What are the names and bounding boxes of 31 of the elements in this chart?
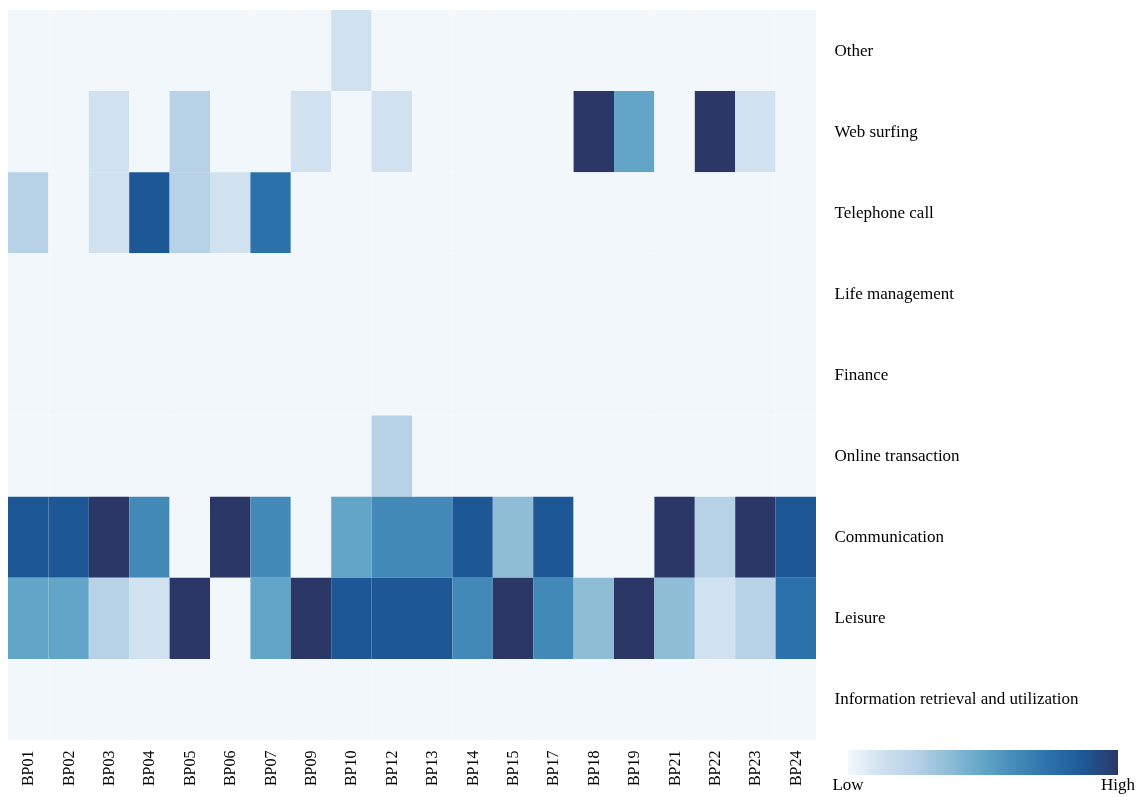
color-bar-label: Low: [832, 775, 865, 794]
y-tick-label: Information retrieval and utilization: [834, 689, 1080, 709]
x-tick-label: BP01: [19, 750, 37, 787]
x-tick-label: BP19: [625, 750, 643, 787]
x-tick-label: BP02: [59, 750, 77, 787]
x-tick-label: BP03: [100, 750, 117, 787]
x-tick-label: BP18: [584, 750, 602, 787]
x-tick-label: BP24: [786, 750, 804, 787]
y-tick-label: Other: [834, 40, 874, 60]
y-tick-label: Life management: [834, 283, 955, 303]
y-tick-label: Online transaction: [834, 446, 961, 466]
x-tick-label: BP04: [140, 750, 158, 787]
x-tick-label: BP07: [261, 750, 279, 787]
x-tick-label: BP09: [302, 750, 319, 787]
y-tick-label: Communication: [834, 527, 945, 547]
x-tick-label: BP22: [706, 750, 723, 787]
x-tick-label: BP15: [504, 750, 521, 787]
x-tick-label: BP05: [180, 750, 198, 787]
y-tick-label: Leisure: [834, 608, 886, 628]
x-tick-label: BP14: [463, 750, 481, 787]
x-tick-label: BP10: [342, 750, 360, 787]
x-tick-label: BP06: [221, 750, 239, 787]
y-tick-label: Finance: [834, 365, 889, 384]
x-tick-label: BP23: [746, 750, 764, 787]
x-tick-label: BP13: [423, 750, 441, 787]
x-tick-label: BP21: [665, 750, 683, 787]
y-tick-label: Telephone call: [834, 202, 935, 222]
x-tick-label: BP17: [544, 750, 562, 787]
x-tick-label: BP12: [382, 750, 400, 787]
color-bar-label: High: [1101, 775, 1136, 794]
y-tick-label: Web surfing: [834, 121, 919, 141]
